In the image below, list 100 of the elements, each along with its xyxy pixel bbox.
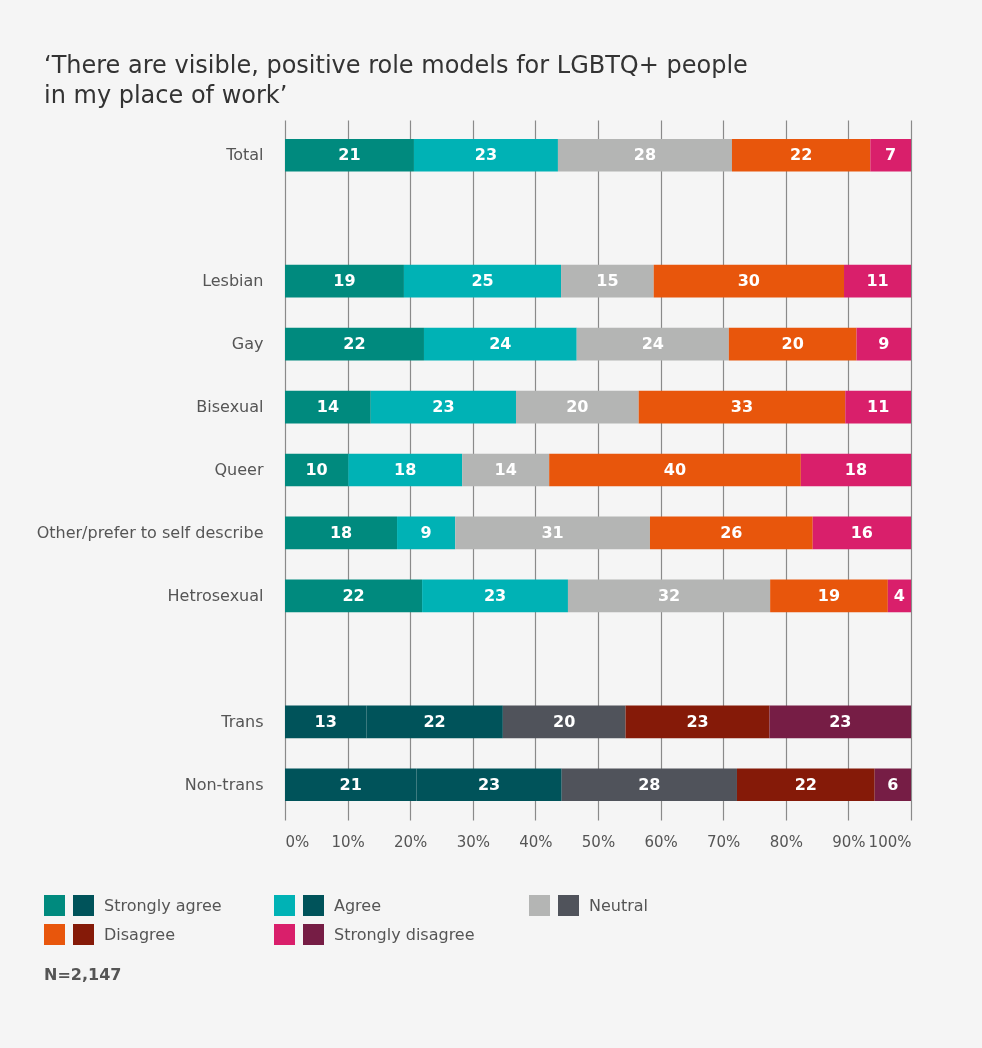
y-tick-label: Hetrosexual (167, 585, 264, 605)
bar (812, 516, 911, 550)
data-label: 20 (566, 397, 589, 417)
data-label: 21 (339, 774, 362, 794)
data-label: 11 (866, 271, 889, 291)
data-label: 11 (867, 397, 890, 417)
bar (576, 327, 729, 361)
data-label: 14 (316, 397, 340, 417)
y-tick-label: Bisexual (196, 397, 264, 417)
data-label: 23 (686, 711, 709, 731)
bar (800, 453, 911, 487)
x-tick-label: 0% (285, 832, 310, 851)
x-tick-label: 90% (832, 832, 866, 851)
data-label: 22 (343, 334, 366, 354)
data-label: 18 (329, 522, 353, 542)
x-tick-label: 70% (707, 832, 741, 851)
data-label: 13 (314, 711, 337, 731)
y-tick-label: Trans (220, 711, 264, 731)
data-label: 22 (794, 774, 817, 794)
bar (770, 579, 888, 613)
data-label: 7 (885, 145, 897, 165)
bar (567, 579, 771, 613)
bar (413, 138, 558, 172)
bar (285, 453, 349, 487)
data-label: 40 (663, 460, 687, 479)
x-tick-label: 50% (581, 832, 616, 851)
legend-label: Neutral (589, 896, 649, 915)
chart-title: ‘There are visible, positive role models for LGBTQ+ people in my place of work’ (44, 50, 749, 110)
bar (462, 453, 550, 487)
y-tick-label: Lesbian (202, 271, 264, 291)
bar (515, 390, 639, 424)
bar (874, 768, 911, 802)
y-tick-label: Other/prefer to self describe (36, 522, 264, 542)
bar (649, 516, 813, 550)
bar (561, 264, 654, 298)
data-label: 15 (596, 271, 619, 291)
data-label: 26 (720, 522, 743, 542)
bar (285, 516, 398, 550)
data-label: 9 (878, 334, 890, 354)
data-label: 4 (893, 585, 905, 605)
data-label: 33 (730, 397, 754, 417)
bar (736, 768, 875, 802)
x-tick-label: 60% (644, 832, 678, 851)
data-label: 22 (790, 145, 813, 165)
bar (285, 264, 404, 298)
data-label: 20 (553, 711, 576, 731)
x-tick-label: 10% (331, 832, 365, 851)
data-label: 28 (638, 774, 661, 794)
data-label: 22 (342, 585, 365, 605)
data-label: 16 (850, 522, 873, 542)
bar (549, 453, 801, 487)
bar (728, 327, 857, 361)
bar (285, 327, 424, 361)
bar (870, 138, 911, 172)
bar (285, 390, 371, 424)
bar (845, 390, 911, 424)
legend-label: Agree (334, 896, 382, 915)
data-label: 23 (483, 585, 507, 605)
legend-label: Strongly agree (104, 896, 222, 915)
data-label: 18 (394, 460, 417, 479)
bar (502, 705, 626, 739)
x-tick-label: 30% (456, 832, 490, 851)
x-tick-label: 100% (868, 832, 912, 851)
data-label: 10 (305, 460, 328, 479)
bar (423, 327, 577, 361)
bar (370, 390, 516, 424)
bar (397, 516, 456, 550)
y-tick-label: Gay (231, 334, 264, 354)
x-tick-label: 80% (769, 832, 803, 851)
data-label: 24 (489, 334, 512, 354)
bar (856, 327, 911, 361)
bar (844, 264, 911, 298)
data-label: 23 (432, 397, 455, 417)
data-label: 23 (474, 145, 498, 165)
data-label: 24 (641, 334, 664, 354)
data-label: 19 (333, 271, 356, 291)
legend-label: Disagree (104, 925, 175, 944)
data-label: 25 (471, 271, 494, 291)
data-label: 9 (420, 522, 432, 542)
bar (653, 264, 845, 298)
data-label: 32 (657, 585, 681, 605)
data-label: 22 (423, 711, 446, 731)
data-label: 28 (633, 145, 657, 165)
bar (403, 264, 562, 298)
data-label: 21 (338, 145, 361, 165)
bar (769, 705, 911, 739)
data-label: 19 (817, 585, 841, 605)
bar (625, 705, 770, 739)
data-label: 30 (737, 271, 760, 291)
y-tick-label: Total (225, 145, 264, 165)
data-label: 20 (781, 334, 804, 354)
y-tick-label: Queer (214, 460, 264, 479)
bar (285, 579, 423, 613)
x-tick-label: 20% (394, 832, 428, 851)
bar (731, 138, 871, 172)
bar (422, 579, 568, 613)
data-label: 31 (541, 522, 564, 542)
data-label: 6 (887, 774, 899, 794)
bar (348, 453, 463, 487)
y-tick-label: Non-trans (184, 774, 264, 794)
